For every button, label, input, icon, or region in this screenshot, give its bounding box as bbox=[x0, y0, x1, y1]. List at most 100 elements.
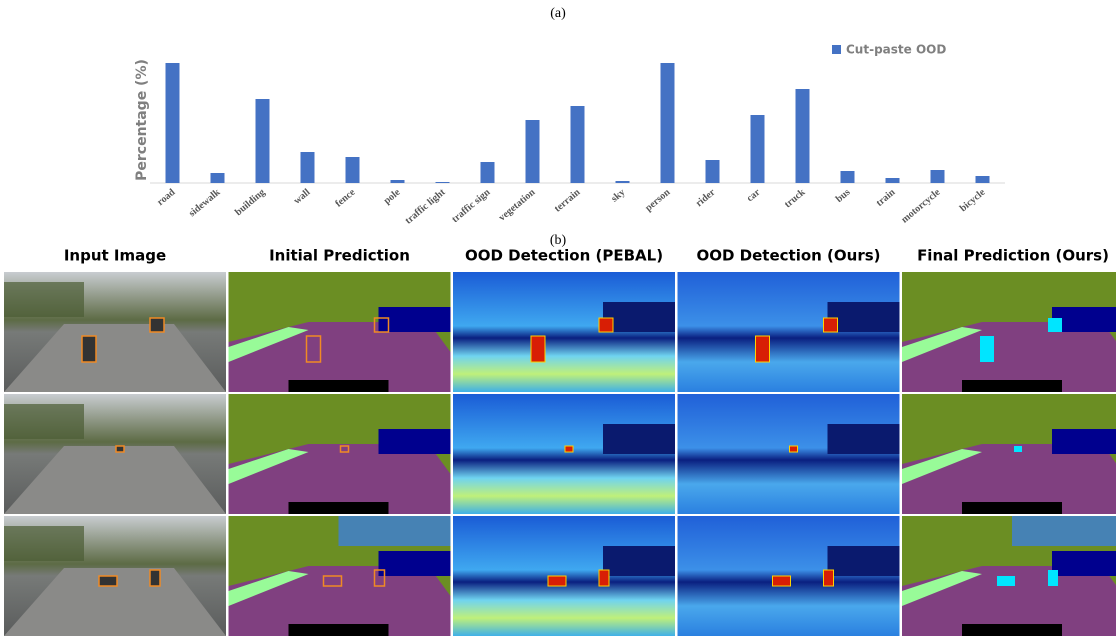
ood-box bbox=[99, 576, 117, 586]
y-axis-label: Percentage (%) bbox=[134, 59, 150, 181]
bar bbox=[751, 115, 765, 183]
heat-dark bbox=[828, 302, 900, 332]
ood-heat bbox=[790, 446, 798, 452]
x-tick-label: traffic sign bbox=[450, 187, 493, 226]
column-header: OOD Detection (Ours) bbox=[696, 247, 880, 265]
ood-heat bbox=[565, 446, 573, 452]
bar bbox=[886, 178, 900, 183]
bar bbox=[976, 176, 990, 183]
bar bbox=[211, 173, 225, 183]
image-cell bbox=[229, 516, 451, 636]
image-cell bbox=[678, 272, 900, 392]
seg-hood bbox=[962, 502, 1062, 514]
x-tick-label: wall bbox=[292, 187, 313, 207]
image-cell bbox=[4, 516, 226, 636]
ood-heat bbox=[531, 336, 545, 362]
image-cell bbox=[4, 272, 226, 392]
ood-seg bbox=[980, 336, 994, 362]
ood-heat bbox=[599, 570, 609, 586]
heat-dark bbox=[603, 424, 675, 454]
seg-car bbox=[379, 429, 451, 454]
seg-hood bbox=[289, 624, 389, 636]
seg-hood bbox=[962, 380, 1062, 392]
ood-box bbox=[82, 336, 96, 362]
x-tick-label: bus bbox=[834, 187, 853, 205]
image-cell bbox=[453, 516, 675, 636]
seg-car bbox=[379, 551, 451, 576]
image-cell bbox=[229, 394, 451, 514]
image-cell bbox=[678, 516, 900, 636]
bar bbox=[841, 171, 855, 183]
heat-dark bbox=[828, 546, 900, 576]
x-tick-label: fence bbox=[333, 187, 358, 210]
image-cell bbox=[453, 272, 675, 392]
x-tick-label: building bbox=[233, 187, 267, 218]
x-tick-label: sidewalk bbox=[187, 187, 223, 220]
bar bbox=[616, 181, 630, 183]
bar bbox=[346, 157, 360, 183]
x-tick-label: motorcycle bbox=[899, 187, 943, 226]
image-grid bbox=[4, 272, 1116, 636]
ood-heat bbox=[824, 570, 834, 586]
ood-seg bbox=[1048, 570, 1058, 586]
x-tick-label: bicycle bbox=[958, 187, 988, 215]
seg-car bbox=[1052, 429, 1116, 454]
ood-box bbox=[150, 318, 164, 332]
heat-dark bbox=[603, 546, 675, 576]
ood-seg bbox=[1014, 446, 1022, 452]
ood-seg bbox=[997, 576, 1015, 586]
seg-car bbox=[379, 307, 451, 332]
bar bbox=[526, 120, 540, 183]
x-tick-label: terrain bbox=[552, 187, 582, 215]
figure: (a) (b) Percentage (%) Cut-paste OODroad… bbox=[0, 0, 1116, 636]
bar bbox=[391, 180, 405, 183]
x-tick-label: train bbox=[874, 187, 898, 209]
legend-label: Cut-paste OOD bbox=[846, 43, 946, 57]
x-tick-label: sky bbox=[609, 187, 627, 205]
image-cell bbox=[4, 394, 226, 514]
trees bbox=[4, 404, 84, 439]
image-cell bbox=[902, 394, 1116, 514]
seg-sky bbox=[339, 516, 451, 546]
seg-sky bbox=[339, 394, 451, 424]
bar bbox=[436, 182, 450, 183]
seg-car bbox=[1052, 551, 1116, 576]
ood-heat bbox=[599, 318, 613, 332]
image-cell bbox=[229, 272, 451, 392]
heat-dark bbox=[828, 424, 900, 454]
ood-heat bbox=[773, 576, 791, 586]
ood-box bbox=[150, 570, 160, 586]
x-tick-label: rider bbox=[694, 187, 718, 210]
caption: (a) bbox=[550, 6, 566, 21]
bar bbox=[481, 162, 495, 183]
column-header: Final Prediction (Ours) bbox=[917, 247, 1109, 265]
seg-hood bbox=[289, 380, 389, 392]
x-tick-label: pole bbox=[382, 187, 403, 207]
seg-sky bbox=[339, 272, 451, 302]
bar bbox=[661, 63, 675, 183]
x-tick-label: truck bbox=[782, 187, 807, 211]
column-header: Initial Prediction bbox=[269, 247, 410, 265]
bar bbox=[796, 89, 810, 183]
x-tick-label: vegetation bbox=[497, 187, 538, 224]
image-cell bbox=[902, 516, 1116, 636]
ood-heat bbox=[824, 318, 838, 332]
bar bbox=[931, 170, 945, 183]
bar bbox=[256, 99, 270, 183]
heat-dark bbox=[603, 302, 675, 332]
seg-sky bbox=[1012, 516, 1116, 546]
seg-hood bbox=[289, 502, 389, 514]
bar bbox=[571, 106, 585, 183]
ood-heat bbox=[756, 336, 770, 362]
bar bbox=[706, 160, 720, 183]
ood-heat bbox=[548, 576, 566, 586]
ood-box bbox=[116, 446, 124, 452]
seg-hood bbox=[962, 624, 1062, 636]
seg-sky bbox=[1012, 394, 1116, 424]
legend-swatch bbox=[832, 45, 841, 54]
column-header: Input Image bbox=[64, 247, 166, 265]
x-tick-label: road bbox=[155, 187, 178, 208]
x-tick-label: person bbox=[643, 187, 673, 214]
trees bbox=[4, 282, 84, 317]
ood-seg bbox=[1048, 318, 1062, 332]
